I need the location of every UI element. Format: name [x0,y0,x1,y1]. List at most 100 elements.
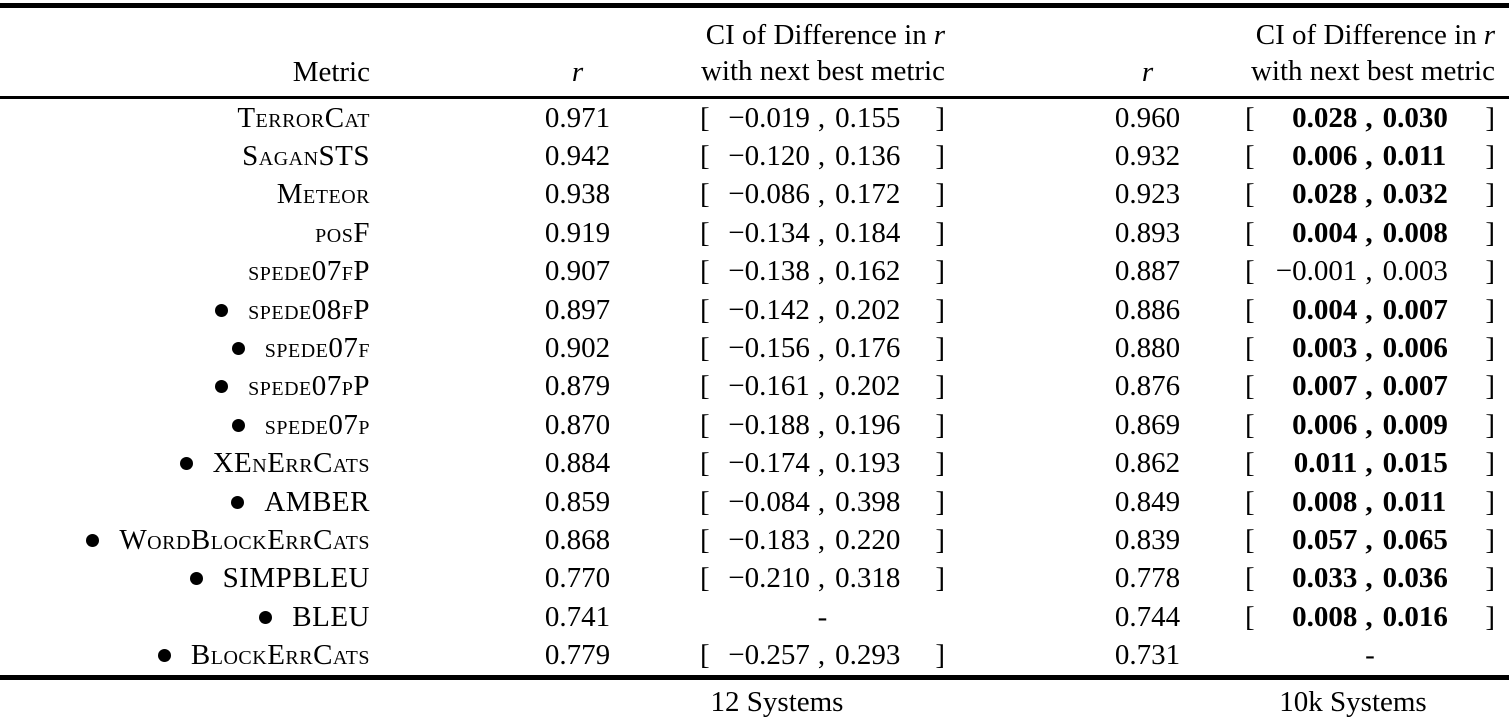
ci-12systems: [−0.210, 0.318] [700,562,945,595]
metric-name: Meteor [276,178,370,211]
r-value-12systems: 0.884 [544,447,611,480]
table-row: TerrorCat 0.971 [−0.019, 0.155] 0.960 [0.… [0,99,1509,137]
table-row: AMBER 0.859 [−0.084, 0.398] 0.849 [0.008,… [0,483,1509,521]
table-row: spede07pP 0.879 [−0.161, 0.202] 0.876 [0.… [0,368,1509,406]
r-value-10ksystems: 0.960 [1114,101,1181,134]
table-row: XEnErrCats 0.884 [−0.174, 0.193] 0.862 [0… [0,445,1509,483]
r-value-12systems: 0.879 [544,370,611,403]
r-value-10ksystems: 0.778 [1114,562,1181,595]
metric-name: BLEU [292,600,370,633]
table-row: spede07p 0.870 [−0.188, 0.196] 0.869 [0.0… [0,406,1509,444]
header-r-10ksystems: r [945,8,1245,96]
ci-10ksystems: - [1365,639,1375,672]
ci-10ksystems: [0.006, 0.009] [1245,408,1495,441]
header-rule [0,96,1509,99]
r-value-10ksystems: 0.886 [1114,293,1181,326]
top-rule [0,3,1509,8]
table-row: SaganSTS 0.942 [−0.120, 0.136] 0.932 [0.0… [0,137,1509,175]
r-symbol: r [933,19,945,51]
header-r-12systems: r [425,8,700,96]
metric-name: TerrorCat [237,101,370,134]
metric-name: spede07p [264,408,370,441]
prior-metric-bullet-icon [231,342,245,356]
table-row: posF 0.919 [−0.134, 0.184] 0.893 [0.004, 0… [0,214,1509,252]
r-value-12systems: 0.868 [544,523,611,556]
r-value-10ksystems: 0.862 [1114,447,1181,480]
ci-10ksystems: [−0.001, 0.003] [1245,255,1495,288]
table-row: BLEU 0.741 - 0.744 [0.008, 0.016] [0,598,1509,636]
prior-metric-bullet-icon [179,457,193,471]
r-value-10ksystems: 0.923 [1114,178,1181,211]
metric-name: AMBER [264,485,370,518]
header-ci-line1: CI of Difference in r [1255,19,1495,51]
ci-10ksystems: [0.028, 0.032] [1245,178,1495,211]
table-body: TerrorCat 0.971 [−0.019, 0.155] 0.960 [0.… [0,99,1509,675]
ci-12systems: [−0.257, 0.293] [700,639,945,672]
r-value-12systems: 0.779 [544,639,611,672]
ci-10ksystems: [0.003, 0.006] [1245,332,1495,365]
r-value-12systems: 0.907 [544,255,611,288]
footer-10k-systems: 10k Systems [1279,685,1427,718]
ci-12systems: [−0.174, 0.193] [700,447,945,480]
r-value-12systems: 0.938 [544,178,611,211]
ci-12systems: [−0.086, 0.172] [700,178,945,211]
header-ci-line2: with next best metric [700,55,945,87]
ci-12systems: [−0.019, 0.155] [700,101,945,134]
prior-metric-bullet-icon [189,572,203,586]
r-value-10ksystems: 0.880 [1114,332,1181,365]
ci-12systems: - [817,600,828,633]
r-value-12systems: 0.942 [544,140,611,173]
ci-10ksystems: [0.004, 0.007] [1245,293,1495,326]
prior-metric-bullet-icon [215,380,229,394]
prior-metric-bullet-icon [231,418,245,432]
ci-10ksystems: [0.008, 0.011] [1245,485,1495,518]
metric-name: BlockErrCats [190,639,370,672]
metric-name: spede07f [264,332,370,365]
metric-name: spede08fP [248,293,370,326]
r-value-10ksystems: 0.731 [1114,639,1181,672]
metric-name: spede07fP [248,255,370,288]
ci-12systems: [−0.084, 0.398] [700,485,945,518]
r-value-12systems: 0.902 [544,332,611,365]
ci-10ksystems: [0.011, 0.015] [1245,447,1495,480]
ci-12systems: [−0.188, 0.196] [700,408,945,441]
r-value-10ksystems: 0.839 [1114,523,1181,556]
r-value-10ksystems: 0.849 [1114,485,1181,518]
table-header: Metric r CI of Difference in r with next … [0,8,1509,96]
ci-12systems: [−0.183, 0.220] [700,523,945,556]
r-value-12systems: 0.971 [544,101,611,134]
r-value-12systems: 0.897 [544,293,611,326]
ci-10ksystems: [0.007, 0.007] [1245,370,1495,403]
metric-name: WordBlockErrCats [119,523,370,556]
metric-name: posF [315,216,370,249]
prior-metric-bullet-icon [157,649,171,663]
ci-12systems: [−0.134, 0.184] [700,216,945,249]
prior-metric-bullet-icon [86,533,100,547]
metric-name: SaganSTS [242,140,370,173]
r-value-12systems: 0.859 [544,485,611,518]
table-row: spede08fP 0.897 [−0.142, 0.202] 0.886 [0.… [0,291,1509,329]
r-symbol: r [1141,56,1154,88]
r-value-10ksystems: 0.744 [1114,600,1181,633]
ci-10ksystems: [0.057, 0.065] [1245,523,1495,556]
ci-10ksystems: [0.033, 0.036] [1245,562,1495,595]
table-row: spede07f 0.902 [−0.156, 0.176] 0.880 [0.0… [0,329,1509,367]
r-value-10ksystems: 0.932 [1114,140,1181,173]
prior-metric-bullet-icon [215,303,229,317]
ci-10ksystems: [0.004, 0.008] [1245,216,1495,249]
metric-name: XEnErrCats [212,447,370,480]
r-symbol: r [571,56,584,88]
header-ci-line2: with next best metric [1250,55,1495,87]
r-value-12systems: 0.919 [544,216,611,249]
table-row: Meteor 0.938 [−0.086, 0.172] 0.923 [0.028… [0,176,1509,214]
prior-metric-bullet-icon [259,610,273,624]
ci-12systems: [−0.120, 0.136] [700,140,945,173]
ci-10ksystems: [0.028, 0.030] [1245,101,1495,134]
r-value-10ksystems: 0.876 [1114,370,1181,403]
r-value-12systems: 0.770 [544,562,611,595]
r-value-12systems: 0.870 [544,408,611,441]
r-value-10ksystems: 0.869 [1114,408,1181,441]
table-footer: 12 Systems 10k Systems [0,680,1509,724]
table-row: spede07fP 0.907 [−0.138, 0.162] 0.887 [−0… [0,253,1509,291]
prior-metric-bullet-icon [231,495,245,509]
